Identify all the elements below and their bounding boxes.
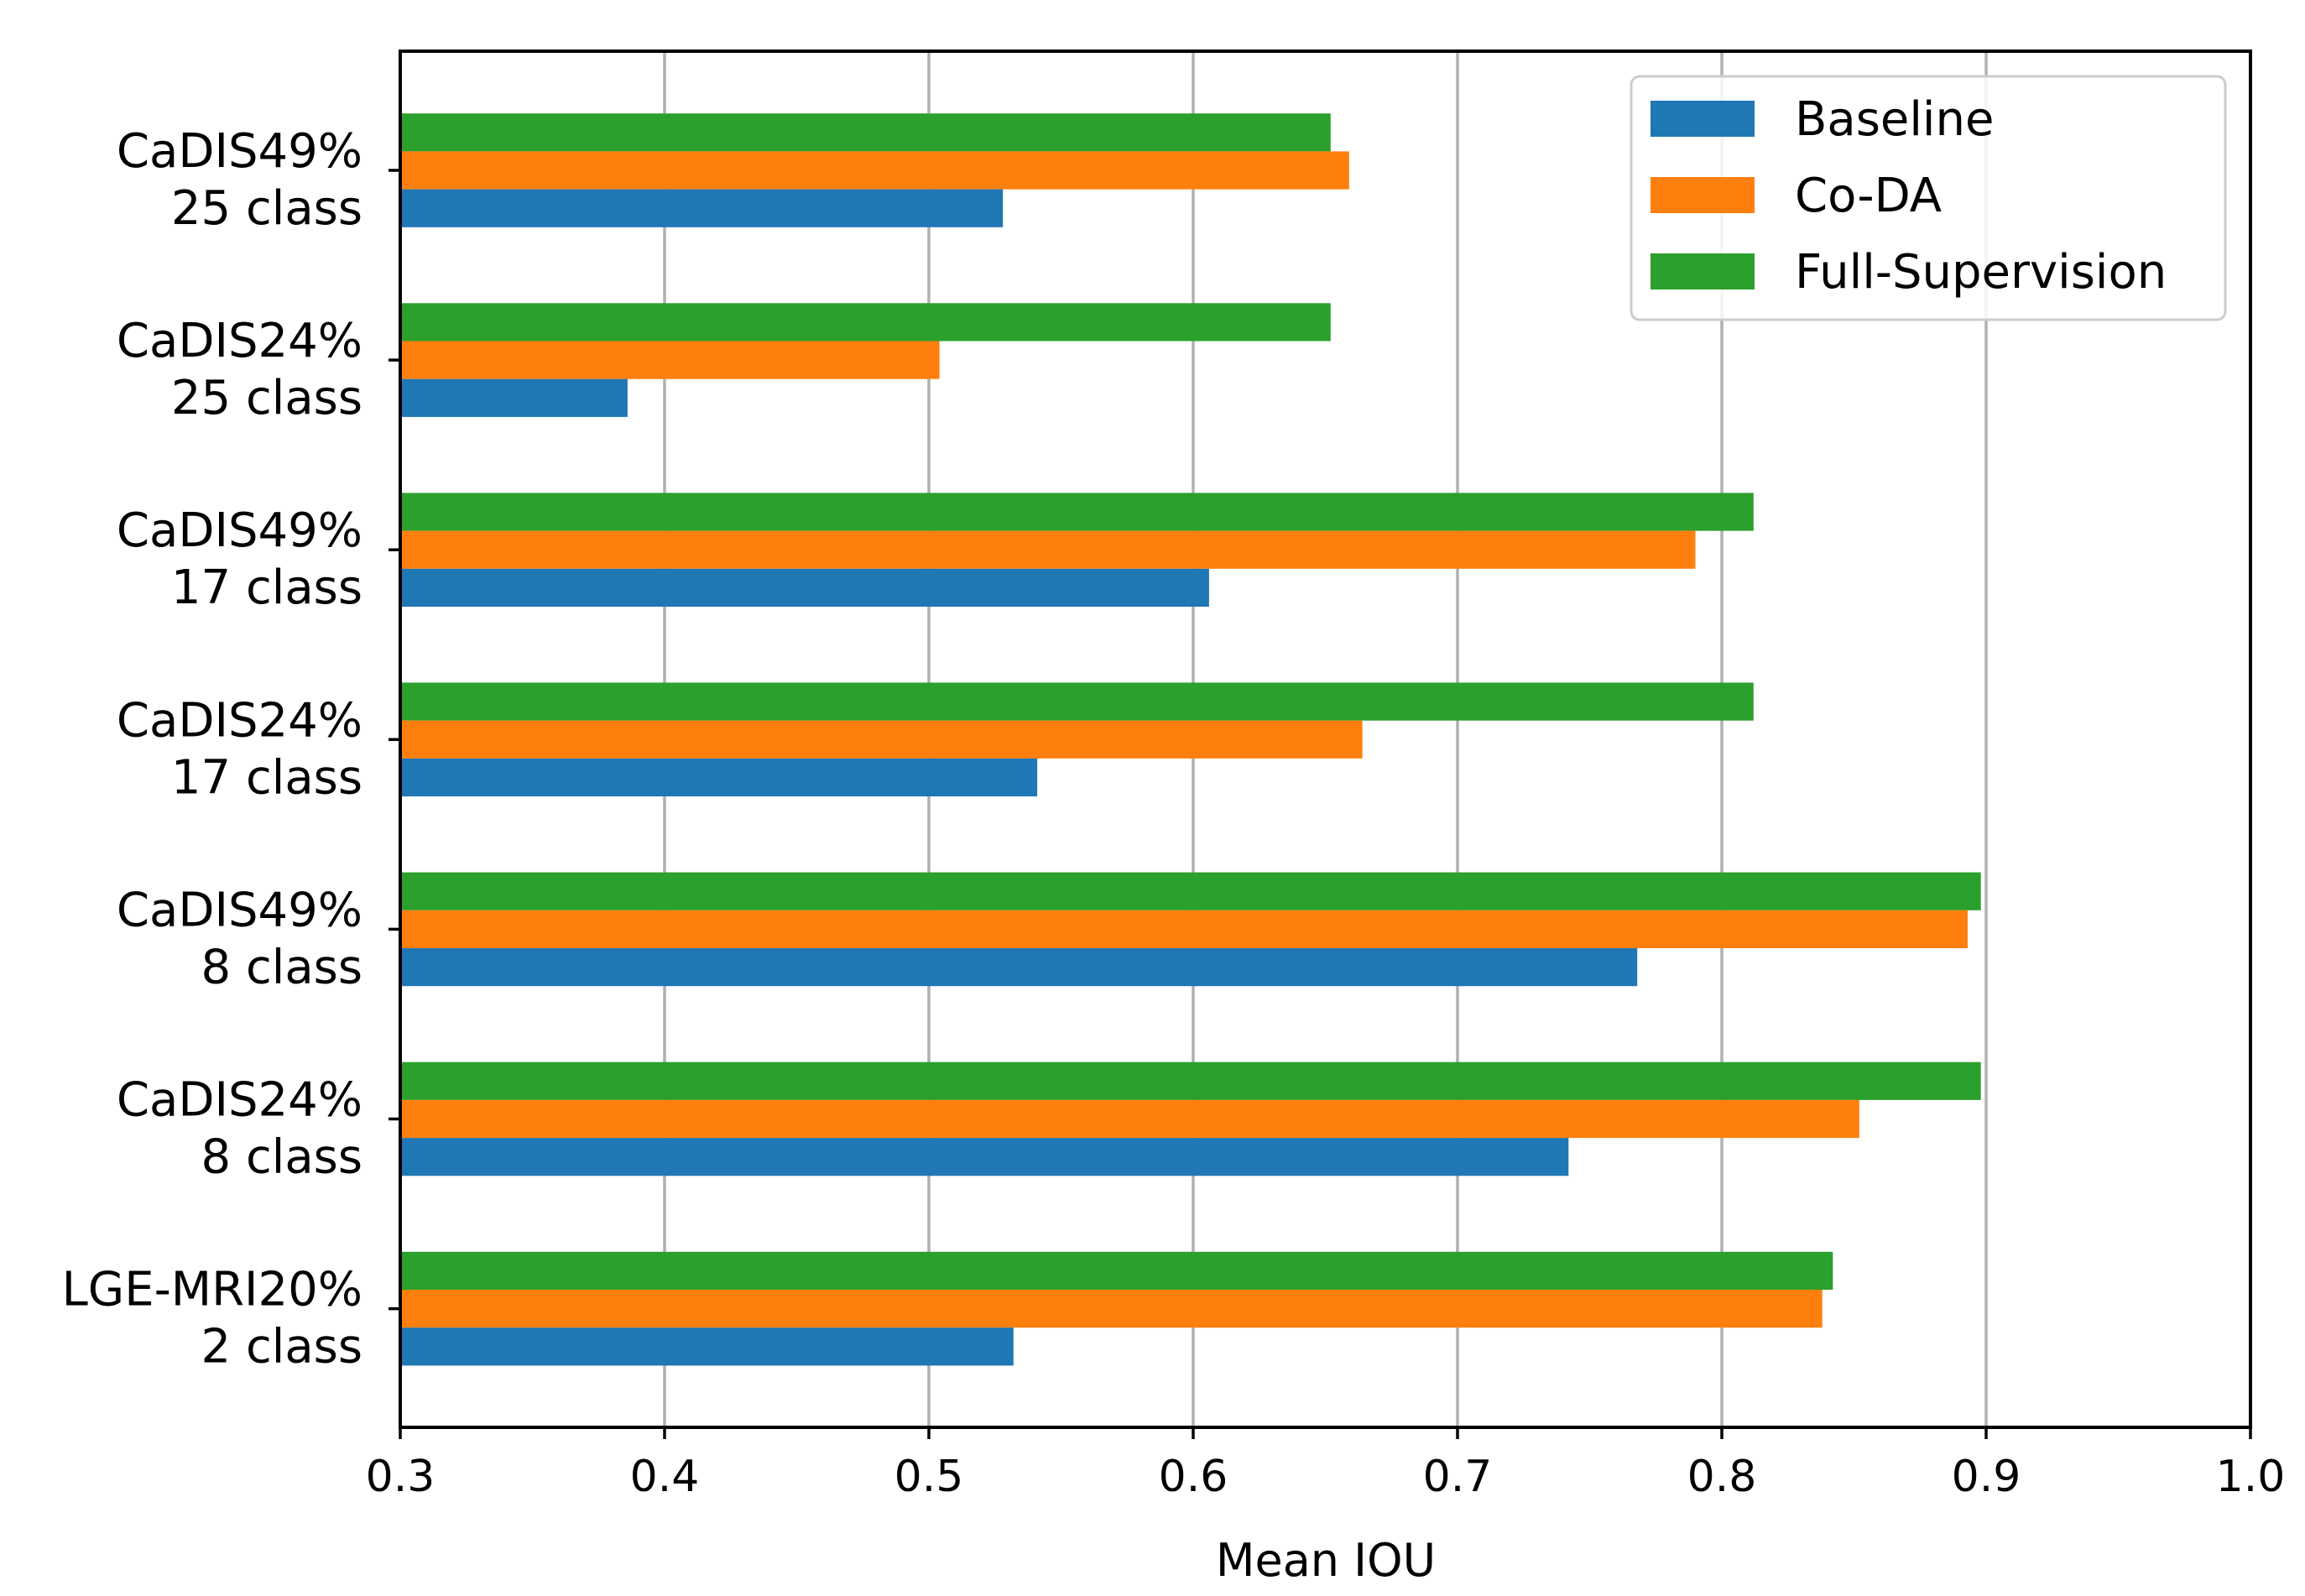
x-tick-label: 1.0 (2216, 1452, 2286, 1502)
y-tick-label-line1: CaDIS24% (117, 314, 362, 368)
legend-box (1630, 75, 2227, 321)
bar-baseline (400, 568, 1209, 607)
x-tick-label: 0.6 (1159, 1452, 1228, 1502)
bar-full-supervision (400, 303, 1331, 342)
y-tick-label-line1: CaDIS24% (117, 1073, 362, 1128)
y-tick-label-line1: CaDIS49% (117, 883, 362, 937)
bar-baseline (400, 378, 628, 417)
bar-full-supervision (400, 113, 1331, 152)
x-axis-label: Mean IOU (1216, 1534, 1436, 1587)
bar-co-da (400, 910, 1968, 948)
legend: Baseline Co-DA Full-Supervision (1630, 75, 2227, 321)
bars (400, 113, 1981, 1366)
bar-baseline (400, 1138, 1569, 1176)
bar-full-supervision (400, 682, 1754, 721)
x-tick-label: 0.3 (366, 1452, 435, 1502)
x-tick-label: 0.4 (630, 1452, 700, 1502)
x-tick-label: 0.5 (894, 1452, 964, 1502)
y-tick-label-line2: 8 class (201, 1130, 362, 1185)
y-tick-label-line2: 25 class (171, 181, 362, 236)
bar-baseline (400, 948, 1638, 987)
x-axis-ticks: 0.3 0.4 0.5 0.6 0.7 0.8 0.9 1.0 (366, 1427, 2286, 1502)
bar-co-da (400, 530, 1696, 569)
y-tick-label-line2: 17 class (171, 750, 362, 805)
bar-full-supervision (400, 872, 1981, 910)
bar-full-supervision (400, 1061, 1981, 1100)
legend-label-full-supervision: Full-Supervision (1795, 245, 2167, 300)
y-tick-label-line2: 8 class (201, 940, 362, 994)
legend-label-co-da: Co-DA (1795, 169, 1942, 223)
y-tick-label-line2: 25 class (171, 371, 362, 425)
bar-co-da (400, 341, 940, 379)
x-tick-label: 0.9 (1952, 1452, 2021, 1502)
x-tick-label: 0.8 (1687, 1452, 1757, 1502)
y-tick-label-line1: LGE-MRI20% (62, 1263, 362, 1317)
bar-baseline (400, 758, 1038, 797)
y-tick-label-line2: 2 class (201, 1320, 362, 1374)
x-tick-label: 0.7 (1423, 1452, 1493, 1502)
y-tick-label-line1: CaDIS49% (117, 503, 362, 558)
bar-co-da (400, 151, 1349, 190)
bar-baseline (400, 1327, 1014, 1366)
bar-full-supervision (400, 1251, 1833, 1290)
bar-co-da (400, 1290, 1823, 1328)
bar-baseline (400, 189, 1004, 227)
bar-full-supervision (400, 493, 1754, 531)
legend-swatch-co-da (1651, 177, 1755, 213)
y-tick-label-line2: 17 class (171, 561, 362, 615)
bar-co-da (400, 1099, 1859, 1139)
legend-label-baseline: Baseline (1795, 92, 1994, 147)
bar-co-da (400, 720, 1363, 759)
legend-swatch-baseline (1651, 101, 1755, 137)
y-tick-label-line1: CaDIS49% (117, 124, 362, 179)
legend-swatch-full-supervision (1651, 253, 1755, 289)
y-tick-label-line1: CaDIS24% (117, 693, 362, 748)
